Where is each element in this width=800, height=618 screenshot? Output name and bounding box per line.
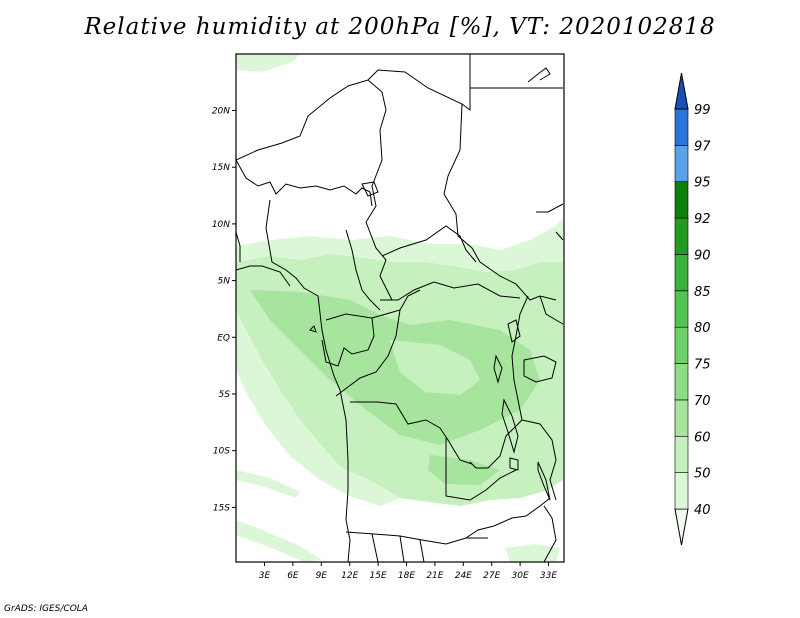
colorbar-segment	[674, 399, 689, 437]
border-cameroon	[345, 229, 381, 311]
coastline-southwest	[339, 389, 351, 562]
lon-tick-label: 15E	[370, 571, 387, 581]
colorbar-segment	[674, 145, 689, 183]
colorbar-segment	[674, 254, 689, 292]
border-east-africa	[539, 295, 564, 325]
coastline-north-somalia	[555, 231, 564, 241]
colorbar-label: 80	[694, 321, 711, 336]
humidity-patch-south	[505, 544, 560, 562]
lon-tick-label: 24E	[455, 571, 472, 581]
coastline-west	[236, 265, 291, 287]
colorbar-segment	[674, 290, 689, 328]
border-car	[381, 225, 477, 263]
latitude-axis: 20N 15N 10N 5N EQ 5S 10S 15S	[212, 107, 236, 513]
border-south-small	[371, 533, 425, 562]
lat-tick-label: 15N	[212, 163, 230, 173]
lon-tick-label: 3E	[259, 571, 271, 581]
lake-malawi	[537, 461, 551, 501]
colorbar: 40 50 60 70 75 80 85 90 92 95 97 99	[674, 72, 711, 546]
lon-tick-label: 9E	[316, 571, 328, 581]
coastline-congo	[317, 295, 341, 391]
border-zambia-south	[465, 497, 551, 539]
lake-chad	[361, 181, 379, 197]
lon-tick-label: 27E	[483, 571, 500, 581]
colorbar-label: 75	[694, 358, 711, 373]
colorbar-segment	[674, 472, 689, 510]
lat-tick-label: 5N	[218, 277, 231, 287]
colorbar-label: 95	[694, 176, 711, 191]
border-drc-south	[350, 401, 473, 465]
lake-mweru	[509, 457, 519, 471]
border-sudan-west	[443, 103, 557, 301]
colorbar-label: 40	[694, 503, 711, 518]
lake-albert	[507, 319, 521, 343]
colorbar-label: 85	[694, 285, 711, 300]
colorbar-lower-triangle	[674, 508, 689, 546]
border-sahara-east	[367, 54, 471, 111]
border-car-south	[380, 281, 521, 301]
colorbar-segment	[674, 363, 689, 401]
lon-tick-label: 6E	[287, 571, 299, 581]
colorbar-label: 97	[694, 139, 711, 154]
lake-victoria	[523, 355, 557, 383]
lon-tick-label: 30E	[512, 571, 529, 581]
colorbar-upper-triangle	[674, 72, 689, 110]
humidity-streak-2	[236, 470, 300, 498]
colorbar-label: 60	[694, 430, 711, 445]
country-borders	[236, 54, 564, 562]
humidity-patch-north	[236, 54, 300, 72]
lon-tick-label: 33E	[540, 571, 557, 581]
humidity-core-1	[250, 290, 540, 445]
border-tanzania	[521, 419, 557, 501]
border-gabon	[321, 313, 375, 367]
humidity-streak-3	[236, 520, 322, 562]
lon-tick-label: 21E	[426, 571, 443, 581]
coastline-guinea	[236, 231, 241, 262]
humidity-field	[236, 54, 563, 562]
longitude-axis: 3E 6E 9E 12E 15E 18E 21E 24E 27E 30E 33E	[259, 562, 557, 581]
lake-tanganyika	[501, 398, 519, 454]
lat-tick-label: 10S	[213, 447, 230, 457]
border-mozambique	[543, 505, 557, 562]
border-nigeria-south	[265, 199, 319, 297]
lake-kivu	[493, 354, 503, 384]
lat-tick-label: 20N	[212, 107, 230, 117]
humidity-core-2	[390, 340, 480, 395]
lat-tick-label: EQ	[217, 333, 230, 343]
colorbar-label: 50	[694, 467, 711, 482]
colorbar-label: 90	[694, 248, 711, 263]
red-sea-coast	[527, 67, 551, 83]
island-1	[309, 325, 317, 333]
border-congo-drc	[335, 309, 401, 397]
map-title: Relative humidity at 200hPa [%], VT: 202…	[84, 14, 716, 40]
colorbar-segment	[674, 435, 689, 473]
lat-tick-label: 5S	[219, 390, 231, 400]
lat-tick-label: 10N	[212, 220, 230, 230]
lat-tick-label: 15S	[213, 503, 230, 513]
credit-text: GrADS: IGES/COLA	[4, 604, 88, 614]
colorbar-segment	[674, 108, 689, 146]
border-west-africa	[236, 159, 373, 207]
border-congo	[371, 289, 421, 319]
colorbar-segment	[674, 217, 689, 255]
humidity-region-north	[236, 218, 563, 272]
border-sudan-east	[536, 203, 564, 213]
map-frame	[235, 53, 565, 563]
colorbar-segment	[674, 181, 689, 219]
lon-tick-label: 18E	[398, 571, 415, 581]
humidity-streak-1	[266, 405, 348, 478]
colorbar-label: 99	[694, 103, 711, 118]
lon-tick-label: 12E	[341, 571, 358, 581]
border-drc-east	[469, 295, 529, 469]
colorbar-segment	[674, 326, 689, 364]
colorbar-label: 92	[694, 212, 711, 227]
border-north-africa	[236, 79, 393, 301]
border-angola-zambia	[445, 438, 517, 501]
colorbar-label: 70	[694, 394, 711, 409]
